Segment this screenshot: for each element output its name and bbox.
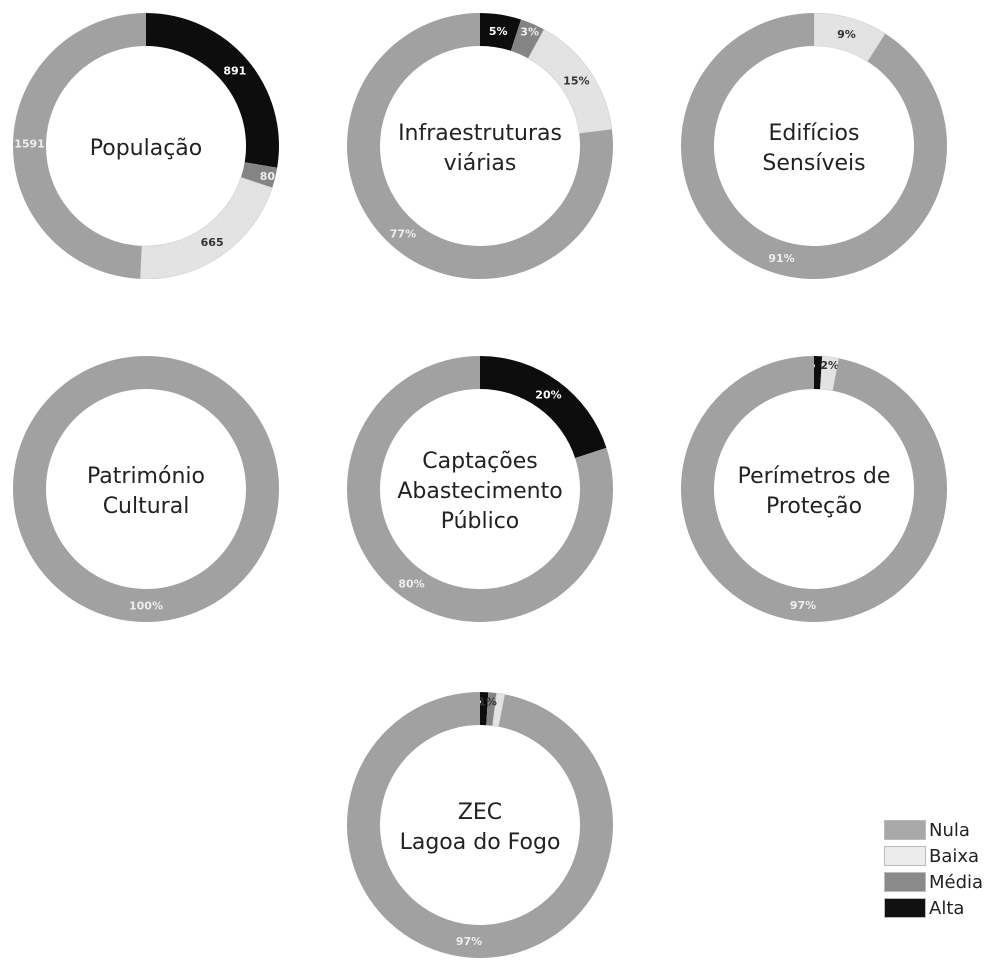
slice-nula — [13, 356, 279, 622]
slice-alta — [814, 356, 823, 390]
slice-nula — [12, 13, 147, 279]
legend-label-media: Média — [929, 871, 984, 893]
center-label: Lagoa do Fogo — [400, 830, 561, 855]
data-label-baixa: 665 — [201, 236, 224, 249]
legend-label-baixa: Baixa — [929, 845, 980, 867]
data-label-nula: 97% — [790, 599, 816, 612]
slice-alta — [146, 13, 279, 168]
center-label: Proteção — [766, 494, 862, 519]
donut-infraestruturas-viarias: 5% 3% 15% 77% Infraestruturas viárias — [346, 13, 613, 280]
slice-nula — [681, 356, 947, 623]
data-label-alta: 891 — [223, 65, 246, 78]
data-label-nula: 1591 — [14, 137, 45, 150]
slice-alta — [480, 356, 607, 459]
legend-swatch-media — [884, 872, 926, 892]
slice-media — [240, 162, 278, 188]
center-label: Edifícios — [769, 121, 860, 146]
center-label: Património — [87, 464, 205, 489]
data-label-baixa: 15% — [563, 75, 589, 88]
data-label-baixa: 1% — [478, 696, 497, 709]
legend-item-baixa: Baixa — [884, 843, 983, 869]
donut-patrimonio-cultural: 100% Património Cultural — [13, 356, 279, 622]
legend-swatch-alta — [884, 898, 926, 918]
data-label-nula: 91% — [768, 252, 794, 265]
center-label: Sensíveis — [762, 151, 865, 176]
legend-swatch-nula — [884, 820, 926, 840]
slice-media — [486, 692, 497, 726]
data-label-nula: 80% — [398, 577, 424, 590]
center-label: Captações — [422, 449, 537, 474]
data-label-baixa: 9% — [837, 28, 856, 41]
data-label-alta: 20% — [535, 389, 561, 402]
center-label: Público — [441, 509, 520, 534]
legend: Nula Baixa Média Alta — [884, 817, 983, 921]
data-label-nula: 77% — [390, 227, 416, 240]
legend-swatch-baixa — [884, 846, 926, 866]
center-label: Infraestruturas — [398, 121, 562, 146]
data-label-media: 3% — [520, 25, 539, 38]
slice-nula — [681, 13, 947, 280]
center-label: ZEC — [458, 800, 502, 825]
data-label-alta: 5% — [489, 25, 508, 38]
center-label: Cultural — [103, 494, 190, 519]
data-label-nula: 97% — [456, 935, 482, 948]
center-label: viárias — [444, 151, 517, 176]
slice-baixa — [492, 692, 506, 728]
slice-alta — [480, 692, 489, 726]
slice-baixa — [139, 177, 273, 280]
data-label-baixa: 2% — [820, 359, 839, 372]
slice-alta — [480, 13, 522, 51]
legend-item-alta: Alta — [884, 895, 983, 921]
data-label-media: 80 — [260, 170, 276, 183]
data-label-nula: 100% — [129, 600, 163, 613]
center-label: População — [90, 136, 202, 161]
center-label: Perímetros de — [738, 464, 891, 489]
center-label: Abastecimento — [397, 479, 562, 504]
slice-media — [510, 19, 545, 59]
legend-label-nula: Nula — [929, 819, 970, 841]
legend-item-media: Média — [884, 869, 983, 895]
donut-edificios-sensiveis: 9% 91% Edifícios Sensíveis — [681, 12, 947, 280]
legend-item-nula: Nula — [884, 817, 983, 843]
donut-populacao: 891 80 665 1591 População — [12, 13, 279, 280]
donut-captacoes-abastecimento-publico: 20% 80% Captações Abastecimento Público — [347, 356, 614, 622]
slice-baixa — [819, 355, 840, 392]
legend-label-alta: Alta — [929, 897, 965, 919]
slice-nula — [347, 692, 614, 958]
